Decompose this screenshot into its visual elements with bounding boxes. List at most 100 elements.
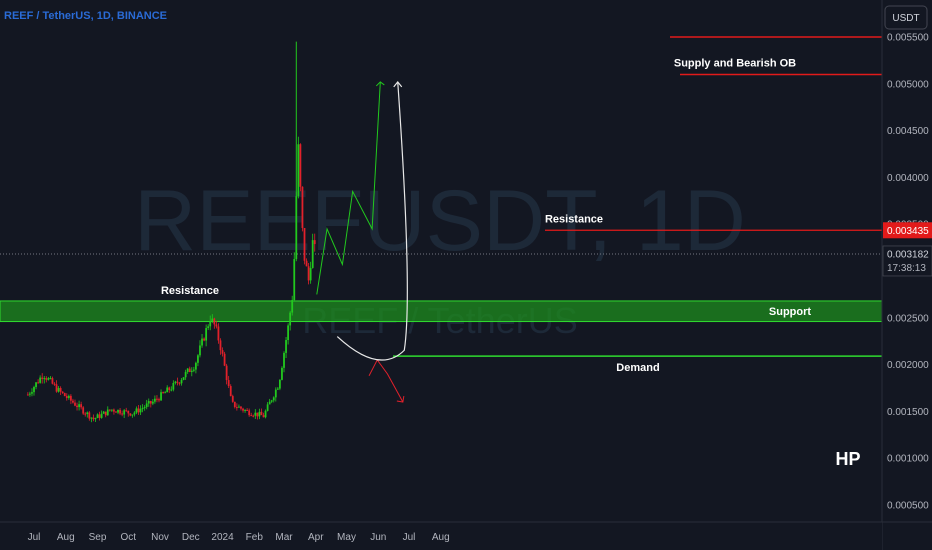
candle-body	[201, 338, 203, 346]
label-supply-ob: Supply and Bearish OB	[674, 57, 796, 69]
candle-body	[63, 392, 66, 397]
time-tick: Oct	[120, 532, 136, 543]
candle-body	[96, 414, 99, 419]
candle-body	[35, 382, 37, 387]
candle-body	[209, 321, 212, 327]
candle-body	[74, 402, 76, 406]
price-tick: 0.005500	[887, 33, 929, 44]
candle-body	[178, 382, 181, 384]
candle-body	[65, 396, 68, 398]
candle-body	[248, 410, 251, 416]
candle-body	[41, 377, 44, 379]
candle-body	[233, 401, 236, 408]
label-resistance: Resistance	[545, 213, 603, 225]
price-tick: 0.001500	[887, 407, 929, 418]
candle-body	[217, 326, 220, 341]
label-resistance-zone: Resistance	[161, 285, 219, 297]
time-axis[interactable]	[0, 522, 882, 550]
candle-body	[211, 318, 214, 322]
time-axis-ticks: Jul Aug Sep Oct Nov Dec 2024 Feb Mar Apr May Jun Jul…	[28, 532, 450, 543]
candle-body	[33, 386, 35, 393]
candle-body	[313, 240, 316, 245]
candle-body	[135, 408, 138, 413]
candle-body	[215, 324, 218, 327]
candle-body	[76, 405, 78, 408]
candle-body	[90, 417, 93, 419]
candle-body	[295, 196, 298, 260]
time-tick: Mar	[275, 532, 293, 543]
candle-body	[78, 404, 80, 408]
candle-body	[61, 391, 64, 393]
arrowhead-green	[375, 81, 385, 87]
candle-body	[104, 411, 107, 416]
candle-body	[176, 381, 179, 383]
candle-body	[276, 388, 279, 390]
candle-body	[80, 404, 83, 408]
time-tick: Nov	[151, 532, 169, 543]
candle-body	[311, 240, 314, 268]
candle-body	[162, 392, 164, 394]
candle-body	[69, 395, 72, 401]
projection-red-path[interactable]	[368, 358, 404, 403]
candle-body	[49, 378, 52, 380]
author-mark: HP	[835, 449, 860, 469]
price-tick: 0.004000	[887, 173, 929, 184]
candle-body	[125, 410, 128, 412]
candle-body	[47, 378, 50, 380]
candle-body	[51, 378, 54, 384]
price-tick: 0.001000	[887, 454, 929, 465]
candle-body	[242, 408, 244, 411]
candle-body	[59, 388, 62, 392]
label-support: Support	[769, 306, 811, 318]
candle-body	[86, 412, 89, 415]
candle-body	[219, 340, 222, 351]
candle-body	[256, 412, 259, 417]
candle-body	[213, 318, 216, 325]
candle-body	[55, 384, 58, 392]
candle-body	[305, 260, 308, 267]
candle-body	[115, 411, 117, 413]
candle-body	[301, 186, 304, 228]
price-axis-ticks: 0.0055000.0050000.0045000.0040000.003500…	[882, 33, 932, 512]
projection-white-arrow[interactable]	[336, 81, 408, 361]
candle-body	[92, 417, 95, 420]
candle-body	[170, 389, 173, 391]
candle-body	[274, 389, 277, 398]
candle-body	[266, 404, 269, 411]
candle-body	[272, 397, 275, 401]
projection-green-path[interactable]	[316, 81, 381, 295]
price-tick: 0.004500	[887, 126, 929, 137]
support-resistance-zone[interactable]	[0, 300, 883, 323]
candle-body	[94, 418, 97, 420]
candle-body	[309, 267, 312, 281]
candle-body	[194, 362, 197, 370]
candle-body	[88, 412, 91, 419]
candle-body	[223, 353, 226, 366]
candle-body	[252, 415, 255, 417]
candle-body	[270, 400, 273, 402]
candle-body	[225, 365, 228, 381]
candle-body	[186, 368, 189, 372]
symbol-title: REEF / TetherUS, 1D, BINANCE	[4, 10, 167, 22]
candle-body	[283, 352, 285, 368]
candle-body	[192, 369, 195, 371]
label-demand: Demand	[616, 362, 659, 374]
candle-body	[113, 409, 115, 412]
candle-body	[174, 381, 177, 383]
candle-body	[164, 392, 167, 394]
candle-body	[197, 355, 199, 363]
candle-body	[293, 259, 296, 301]
candle-body	[297, 144, 300, 197]
candle-body	[184, 371, 187, 378]
candle-body	[110, 409, 113, 411]
candle-body	[299, 144, 302, 187]
time-tick: Jul	[403, 532, 416, 543]
time-tick: 2024	[211, 532, 234, 543]
candle-body	[180, 379, 183, 384]
candle-body	[227, 380, 230, 387]
currency-button[interactable]: USDT	[884, 5, 928, 30]
candle-body	[139, 408, 142, 413]
candle-body	[166, 387, 169, 393]
